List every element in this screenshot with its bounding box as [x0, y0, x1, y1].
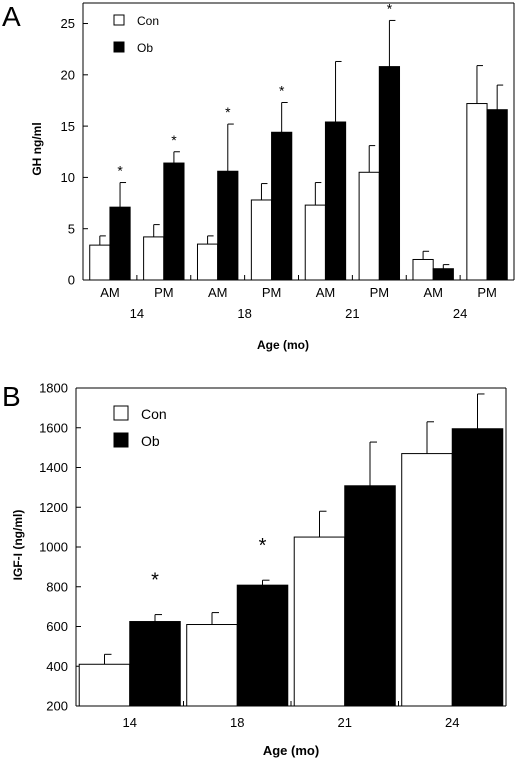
- bar-ob: [236, 584, 289, 707]
- bar-con: [358, 171, 380, 281]
- x-tick-label: AM: [100, 285, 120, 300]
- panel-b: B IGF-I (ng/ml) Age (mo) 200 400 600 800 100…: [2, 381, 507, 758]
- y-tick-label: 15: [61, 119, 75, 134]
- bar-ob: [217, 170, 239, 281]
- significance-marker: *: [151, 570, 159, 592]
- bar-ob: [129, 621, 181, 707]
- y-tick-label: 20: [61, 67, 75, 82]
- bar-con: [186, 624, 238, 707]
- x-tick-label: 21: [338, 715, 352, 730]
- panel-b-label: B: [2, 381, 21, 412]
- x-tick-label: PM: [262, 285, 282, 300]
- x-tick-label: AM: [423, 285, 443, 300]
- bar-con: [293, 536, 346, 707]
- legend-swatch-ob: [113, 41, 125, 53]
- panel-a-xlabel: Age (mo): [257, 338, 309, 352]
- bar-con: [412, 258, 434, 281]
- x-tick-label: 24: [445, 715, 459, 730]
- y-tick-label: 1000: [39, 540, 68, 555]
- panel-b-ylabel: IGF-I (ng/ml): [11, 510, 25, 581]
- x-group-label: 24: [453, 306, 467, 321]
- x-tick-label: PM: [370, 285, 390, 300]
- bar-con: [466, 103, 488, 281]
- legend-swatch-con: [113, 14, 125, 26]
- bar-con: [143, 236, 165, 281]
- y-tick-label: 1400: [39, 460, 68, 475]
- panel-a-plot-area: 0 5 10 15 20 25 * AM * PM * AM * PM AM * PM AM PM 14 18 21 24: [61, 0, 515, 321]
- panel-b-legend: Con Ob: [113, 405, 167, 449]
- bar-ob: [344, 485, 396, 707]
- y-tick-label: 25: [61, 16, 75, 31]
- bar-ob: [486, 109, 508, 281]
- x-tick-label: PM: [477, 285, 497, 300]
- x-tick-label: AM: [316, 285, 336, 300]
- y-tick-label: 800: [46, 579, 68, 594]
- x-group-label: 18: [237, 306, 251, 321]
- significance-marker: *: [387, 0, 393, 16]
- x-group-label: 21: [345, 306, 359, 321]
- panel-a-legend: Con Ob: [113, 14, 159, 55]
- y-tick-label: 1800: [39, 381, 68, 396]
- x-group-label: 14: [130, 306, 144, 321]
- legend-swatch-ob: [113, 432, 129, 448]
- bar-ob: [432, 268, 454, 281]
- x-tick-label: 18: [230, 715, 244, 730]
- panel-a-ylabel: GH ng/ml: [30, 122, 44, 175]
- bar-con: [78, 663, 131, 707]
- y-tick-label: 200: [46, 699, 68, 714]
- significance-marker: *: [117, 163, 123, 179]
- panel-a: A GH ng/ml Age (mo) 0 5 10 15 20 25 * AM * PM * AM *…: [2, 0, 515, 352]
- bar-ob: [109, 206, 131, 281]
- bar-ob: [451, 428, 504, 707]
- x-tick-label: AM: [208, 285, 228, 300]
- significance-marker: *: [279, 83, 285, 99]
- bar-con: [89, 244, 111, 281]
- y-tick-label: 0: [68, 273, 75, 288]
- y-tick-label: 10: [61, 170, 75, 185]
- bar-con: [196, 243, 219, 281]
- bar-ob: [163, 162, 185, 281]
- x-tick-label: PM: [154, 285, 174, 300]
- x-tick-label: 14: [123, 715, 137, 730]
- panel-a-label: A: [2, 1, 21, 32]
- legend-swatch-con: [113, 405, 129, 421]
- y-tick-label: 5: [68, 221, 75, 236]
- panel-b-plot-area: 200 400 600 800 1000 1200 1400 1600 1800 * 14 * 18 21…: [39, 381, 507, 730]
- significance-marker: *: [259, 535, 267, 557]
- significance-marker: *: [225, 104, 231, 120]
- panel-b-legend-con: Con: [141, 406, 167, 422]
- bar-con: [304, 204, 326, 281]
- y-tick-label: 1200: [39, 500, 68, 515]
- bar-con: [250, 199, 273, 281]
- panel-b-xlabel: Age (mo): [263, 743, 319, 758]
- bar-ob: [324, 121, 347, 281]
- bar-ob: [378, 66, 401, 281]
- panel-a-legend-con: Con: [137, 14, 159, 28]
- y-tick-label: 1600: [39, 420, 68, 435]
- panel-b-legend-ob: Ob: [141, 433, 160, 449]
- panel-a-legend-ob: Ob: [137, 41, 153, 55]
- y-tick-label: 600: [46, 619, 68, 634]
- bar-ob: [271, 131, 293, 281]
- significance-marker: *: [171, 132, 177, 148]
- bar-con: [401, 453, 453, 707]
- y-tick-label: 400: [46, 659, 68, 674]
